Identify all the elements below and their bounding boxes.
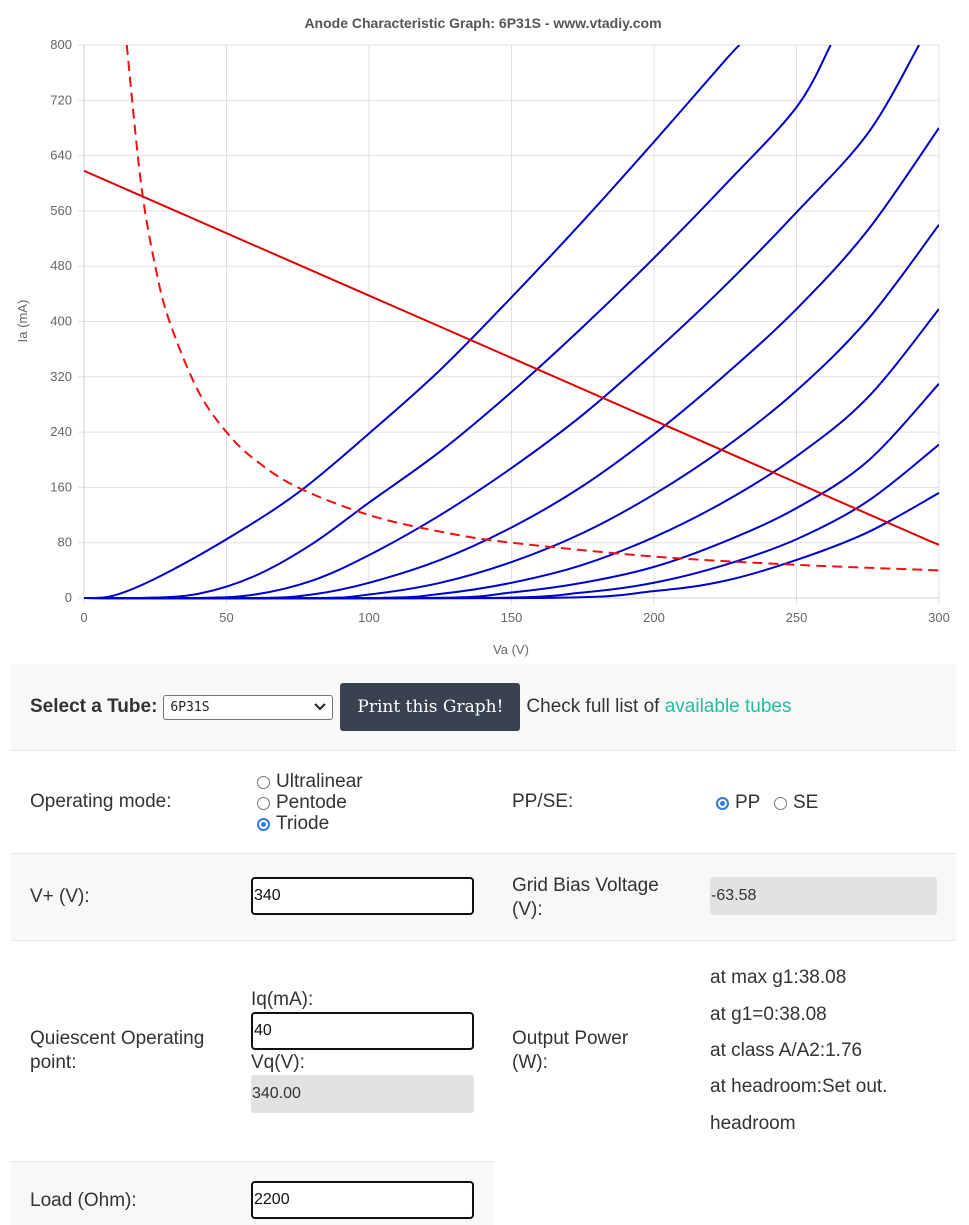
load-input[interactable]: 2200 [251,1181,474,1219]
quiescent-row: Quiescent Operating point: Iq(mA): 40 Vq… [11,940,956,1161]
tube-select[interactable]: 6P31S [163,694,334,720]
radio-se[interactable] [774,796,787,810]
vq-value: 340.00 [251,1075,474,1113]
x-tick-label: 200 [643,610,665,625]
plate-curve-3 [84,45,920,600]
x-tick-label: 0 [80,610,87,625]
grid-bias-label-line1: Grid Bias Voltage [512,875,659,896]
plate-curve-1 [84,45,741,600]
power-headroom-line2: headroom [710,1113,796,1134]
x-tick-label: 150 [501,610,523,625]
chart-grid [78,44,940,604]
mode-option-ultralinear[interactable]: Ultralinear [257,771,363,793]
plate-curve-9 [84,492,939,600]
output-power-label-line2: (W): [512,1052,548,1073]
chart-title: Anode Characteristic Graph: 6P31S - www.… [304,15,661,31]
chart-ticks: 0 50 100 150 200 250 300 0 80 160 240 320 400 480 560 6… [50,37,950,625]
load-row: Load (Ohm): 2200 [11,1161,493,1225]
load-line [84,169,939,546]
power-max-g1: at max g1:38.08 [710,967,847,988]
y-tick-label: 400 [50,314,72,329]
output-power-label-line1: Output Power [512,1028,629,1049]
quiescent-label-line2: point: [30,1052,77,1073]
anode-characteristic-chart: Anode Characteristic Graph: 6P31S - www.… [15,15,950,657]
operating-mode-label: Operating mode: [30,791,172,812]
check-list-text: Check full list of [526,696,660,717]
y-tick-label: 560 [50,203,72,218]
y-axis-label: Ia (mA) [15,300,30,343]
x-tick-label: 250 [786,610,808,625]
radio-pp[interactable] [716,796,729,810]
plate-curve-4 [84,127,939,600]
chevron-down-icon [314,700,327,715]
tube-select-value: 6P31S [170,699,210,715]
power-headroom-line1: at headroom:Set out. [710,1076,888,1097]
quiescent-label-line1: Quiescent Operating [30,1028,205,1049]
iq-input[interactable]: 40 [251,1012,474,1050]
grid-bias-label-line2: (V): [512,899,543,920]
y-tick-label: 80 [58,535,72,550]
vq-label: Vq(V): [251,1052,305,1073]
max-dissipation-curve [125,45,939,572]
mode-option-triode[interactable]: Triode [257,813,329,835]
operating-mode-row: Operating mode: Ultralinear Pentode Trio… [11,750,956,853]
mode-option-label: Ultralinear [276,771,363,792]
ppse-option-pp[interactable]: PP [716,792,760,814]
y-tick-label: 800 [50,37,72,52]
tube-select-row: Select a Tube: 6P31S Print this Graph! C… [11,664,956,750]
grid-bias-value: -63.58 [710,877,937,915]
x-tick-label: 50 [219,610,233,625]
radio-ultralinear[interactable] [257,775,270,789]
ppse-label: PP/SE: [512,791,574,812]
y-tick-label: 720 [50,92,72,107]
y-tick-label: 320 [50,369,72,384]
y-tick-label: 480 [50,258,72,273]
mode-option-pentode[interactable]: Pentode [257,792,347,814]
power-class-a: at class A/A2:1.76 [710,1040,863,1061]
radio-pentode[interactable] [257,796,270,810]
y-tick-label: 160 [50,479,72,494]
radio-triode[interactable] [257,817,270,831]
vplus-input[interactable]: 340 [251,877,474,915]
y-tick-label: 240 [50,424,72,439]
available-tubes-text: Check full list of available tubes [526,696,791,718]
ppse-option-label: PP [735,792,761,813]
y-tick-label: 640 [50,148,72,163]
ppse-option-se[interactable]: SE [774,792,818,814]
available-tubes-link[interactable]: available tubes [664,696,792,717]
x-tick-label: 100 [358,610,380,625]
y-tick-label: 0 [65,590,72,605]
mode-option-label: Triode [276,813,330,834]
x-tick-label: 300 [928,610,950,625]
iq-label: Iq(mA): [251,989,314,1010]
vplus-row: V+ (V): 340 Grid Bias Voltage (V): -63.5… [11,853,956,940]
x-axis-label: Va (V) [493,642,529,657]
vplus-label: V+ (V): [30,886,90,907]
mode-option-label: Pentode [276,792,347,813]
select-tube-label: Select a Tube: [30,696,158,717]
plate-curve-2 [84,45,832,600]
power-g1-zero: at g1=0:38.08 [710,1004,827,1025]
chart-series [84,45,939,600]
ppse-option-label: SE [793,792,819,813]
print-graph-button[interactable]: Print this Graph! [340,683,521,731]
load-label: Load (Ohm): [30,1190,137,1211]
